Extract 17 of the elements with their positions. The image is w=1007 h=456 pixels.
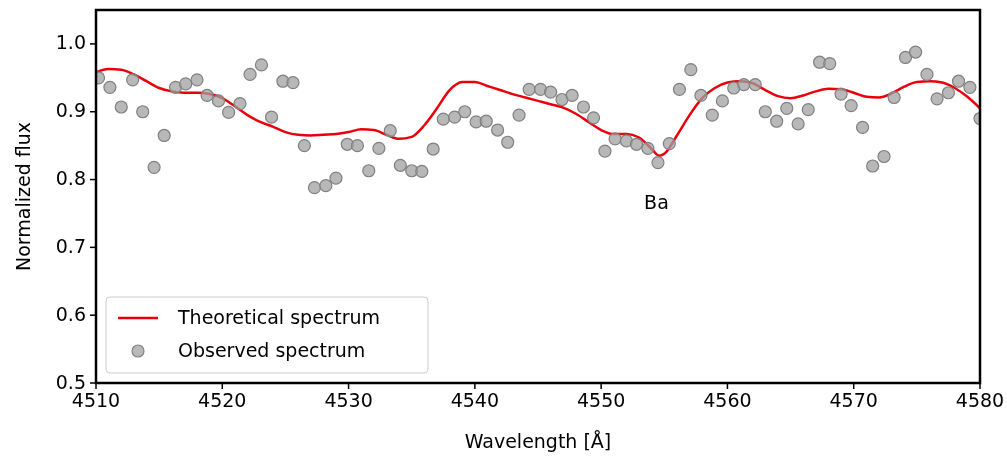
y-tick-label: 0.7	[55, 234, 86, 257]
y-tick-label: 0.6	[55, 302, 86, 325]
y-axis-title: Normalized flux	[12, 121, 34, 272]
x-tick-label: 4550	[576, 389, 626, 411]
y-tick-label: 0.8	[55, 167, 86, 190]
x-tick-label: 4580	[955, 389, 1005, 411]
x-tick-label: 4540	[450, 389, 500, 411]
annotation: Ba	[644, 191, 669, 214]
legend-label: Theoretical spectrum	[177, 305, 381, 328]
x-axis-title: Wavelength [Å]	[464, 430, 612, 452]
x-tick-label: 4570	[829, 389, 878, 411]
x-tick-label: 4520	[198, 389, 247, 411]
x-tick-label: 4530	[324, 389, 373, 411]
legend-label: Observed spectrum	[178, 338, 366, 361]
x-tick-label: 4560	[703, 389, 752, 411]
y-tick-label: 0.9	[55, 99, 86, 122]
y-tick-label: 1.0	[55, 31, 86, 54]
